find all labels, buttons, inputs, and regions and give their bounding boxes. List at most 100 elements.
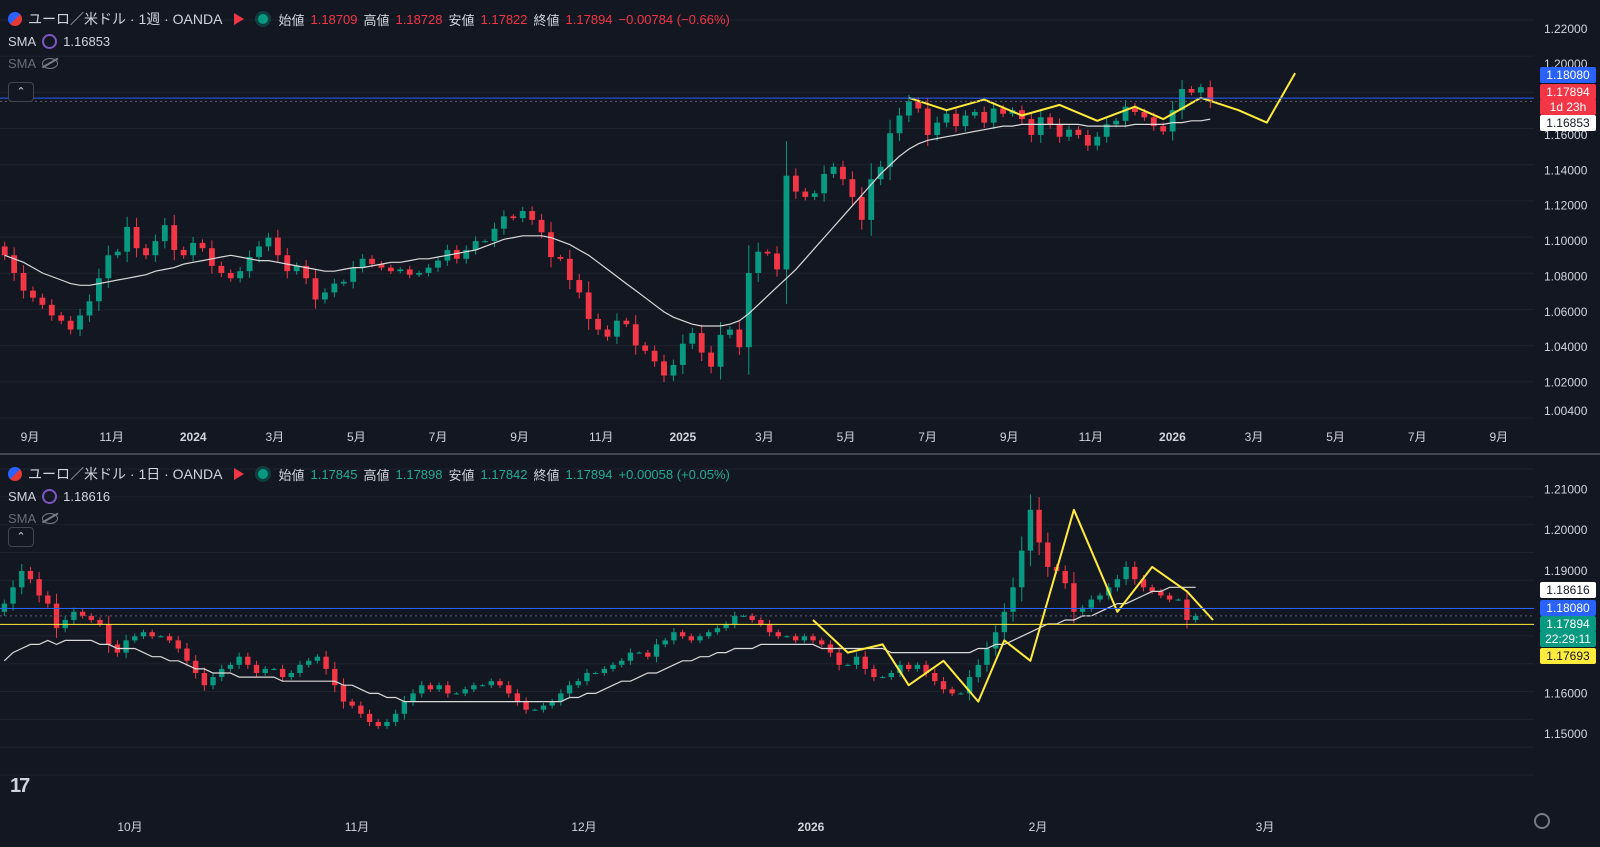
weekly-candle-body bbox=[1000, 108, 1007, 114]
daily-candle-body bbox=[636, 652, 642, 654]
weekly-candle-body bbox=[58, 315, 65, 321]
weekly-candle-body bbox=[1179, 88, 1185, 111]
daily-candle-body bbox=[627, 652, 634, 661]
eurusd-flag-icon bbox=[8, 12, 22, 26]
weekly-candle-body bbox=[246, 257, 253, 272]
weekly-chart-pane[interactable]: 1.220001.200001.180001.160001.140001.120… bbox=[0, 0, 1600, 453]
daily-candle-body bbox=[279, 668, 286, 678]
daily-candle-body bbox=[549, 701, 555, 706]
daily-candle-body bbox=[1184, 599, 1190, 620]
daily-candle-body bbox=[975, 664, 981, 678]
weekly-candle-body bbox=[905, 101, 912, 116]
daily-candle-body bbox=[906, 664, 912, 669]
high-label: 高値 bbox=[363, 467, 390, 483]
weekly-candle-body bbox=[435, 260, 441, 268]
daily-x-tick-label: 3月 bbox=[1256, 820, 1275, 834]
daily-candle-body bbox=[792, 636, 799, 641]
weekly-candle-body bbox=[1094, 136, 1101, 146]
weekly-candle-body bbox=[312, 278, 319, 300]
daily-yellow-trend-line bbox=[812, 508, 1214, 703]
daily-candle-body bbox=[1166, 595, 1173, 600]
sma-value: 1.18616 bbox=[63, 488, 111, 504]
low-value: 1.17822 bbox=[480, 11, 528, 27]
daily-candle-body bbox=[1149, 587, 1155, 592]
weekly-candle-body bbox=[124, 226, 131, 252]
daily-candle-body bbox=[836, 652, 842, 665]
daily-candle-body bbox=[932, 673, 938, 682]
daily-candle-body bbox=[723, 624, 729, 629]
high-label: 高値 bbox=[363, 12, 390, 28]
pane-divider[interactable] bbox=[0, 453, 1600, 455]
daily-candle-body bbox=[1045, 542, 1051, 567]
daily-candle-body bbox=[940, 681, 947, 690]
daily-x-tick-label: 2026 bbox=[798, 820, 825, 834]
high-value: 1.18728 bbox=[395, 11, 443, 27]
weekly-candle-body bbox=[274, 237, 281, 256]
collapse-legend-button[interactable]: ⌃ bbox=[8, 527, 34, 547]
weekly-candle-body bbox=[990, 108, 997, 123]
collapse-legend-button[interactable]: ⌃ bbox=[8, 82, 34, 102]
weekly-x-tick-label: 7月 bbox=[429, 430, 448, 444]
weekly-candle-body bbox=[736, 329, 743, 348]
weekly-candle-body bbox=[783, 175, 790, 270]
gear-icon[interactable] bbox=[1534, 813, 1550, 829]
daily-candle-body bbox=[262, 668, 268, 673]
weekly-x-tick-label: 9月 bbox=[21, 430, 40, 444]
tradingview-logo-icon[interactable]: 17 bbox=[10, 775, 30, 797]
daily-candle-body bbox=[340, 685, 347, 702]
daily-candle-body bbox=[810, 636, 816, 641]
weekly-candle-body bbox=[576, 280, 583, 293]
open-value: 1.17845 bbox=[310, 466, 358, 482]
weekly-candle-body bbox=[717, 334, 724, 367]
change-value: +0.00058 (+0.05%) bbox=[618, 466, 730, 482]
weekly-candle-body bbox=[670, 364, 677, 376]
daily-candle-body bbox=[1062, 571, 1068, 584]
weekly-candle-body bbox=[322, 292, 328, 300]
daily-candle-body bbox=[106, 624, 112, 645]
daily-candle-body bbox=[558, 693, 564, 702]
sma-settings-icon[interactable] bbox=[42, 488, 58, 504]
sma-settings-icon[interactable] bbox=[42, 33, 58, 49]
sma-hidden-label[interactable]: SMA bbox=[8, 510, 37, 526]
high-value: 1.17898 bbox=[395, 466, 443, 482]
bar-countdown-label: 1d 23h bbox=[1540, 99, 1596, 115]
daily-candle-body bbox=[992, 632, 999, 649]
daily-candle-body bbox=[1175, 599, 1181, 601]
sma-hidden-label[interactable]: SMA bbox=[8, 55, 37, 71]
close-label: 終値 bbox=[533, 12, 560, 28]
low-value: 1.17842 bbox=[480, 466, 528, 482]
daily-candle-body bbox=[1036, 509, 1042, 543]
red-flag-icon[interactable] bbox=[234, 468, 245, 480]
weekly-candle-body bbox=[237, 271, 244, 279]
sma-label[interactable]: SMA bbox=[8, 488, 37, 504]
weekly-candle-body bbox=[896, 115, 903, 134]
weekly-candle-body bbox=[830, 166, 837, 174]
weekly-x-tick-label: 5月 bbox=[837, 430, 856, 444]
market-status-icon bbox=[258, 14, 269, 24]
daily-candle-body bbox=[392, 713, 399, 722]
weekly-candle-body bbox=[265, 237, 272, 247]
daily-candle-body bbox=[566, 685, 573, 694]
weekly-x-tick-label: 5月 bbox=[1326, 430, 1345, 444]
weekly-candle-body bbox=[792, 175, 799, 192]
symbol-title[interactable]: ユーロ／米ドル · 1週 · OANDA bbox=[28, 11, 223, 27]
sma-label[interactable]: SMA bbox=[8, 33, 37, 49]
daily-candle-body bbox=[410, 693, 416, 702]
red-flag-icon[interactable] bbox=[234, 13, 245, 25]
weekly-candle-body bbox=[30, 290, 36, 298]
daily-candle-body bbox=[662, 640, 668, 645]
weekly-candle-body bbox=[105, 255, 112, 279]
daily-chart-pane[interactable]: 1.210001.200001.190001.180001.170001.160… bbox=[0, 455, 1600, 847]
weekly-candle-body bbox=[689, 333, 696, 344]
weekly-candle-body bbox=[218, 265, 225, 273]
daily-chart[interactable]: 1.210001.200001.190001.180001.170001.160… bbox=[0, 455, 1600, 847]
weekly-candle-body bbox=[849, 179, 856, 197]
eye-off-icon[interactable] bbox=[42, 57, 59, 69]
daily-candle-body bbox=[592, 673, 599, 674]
weekly-candle-body bbox=[331, 283, 338, 293]
weekly-chart[interactable]: 1.220001.200001.180001.160001.140001.120… bbox=[0, 0, 1600, 453]
eye-off-icon[interactable] bbox=[42, 512, 59, 524]
daily-candle-body bbox=[227, 664, 234, 669]
symbol-title[interactable]: ユーロ／米ドル · 1日 · OANDA bbox=[28, 466, 223, 482]
daily-candle-body bbox=[688, 636, 694, 641]
